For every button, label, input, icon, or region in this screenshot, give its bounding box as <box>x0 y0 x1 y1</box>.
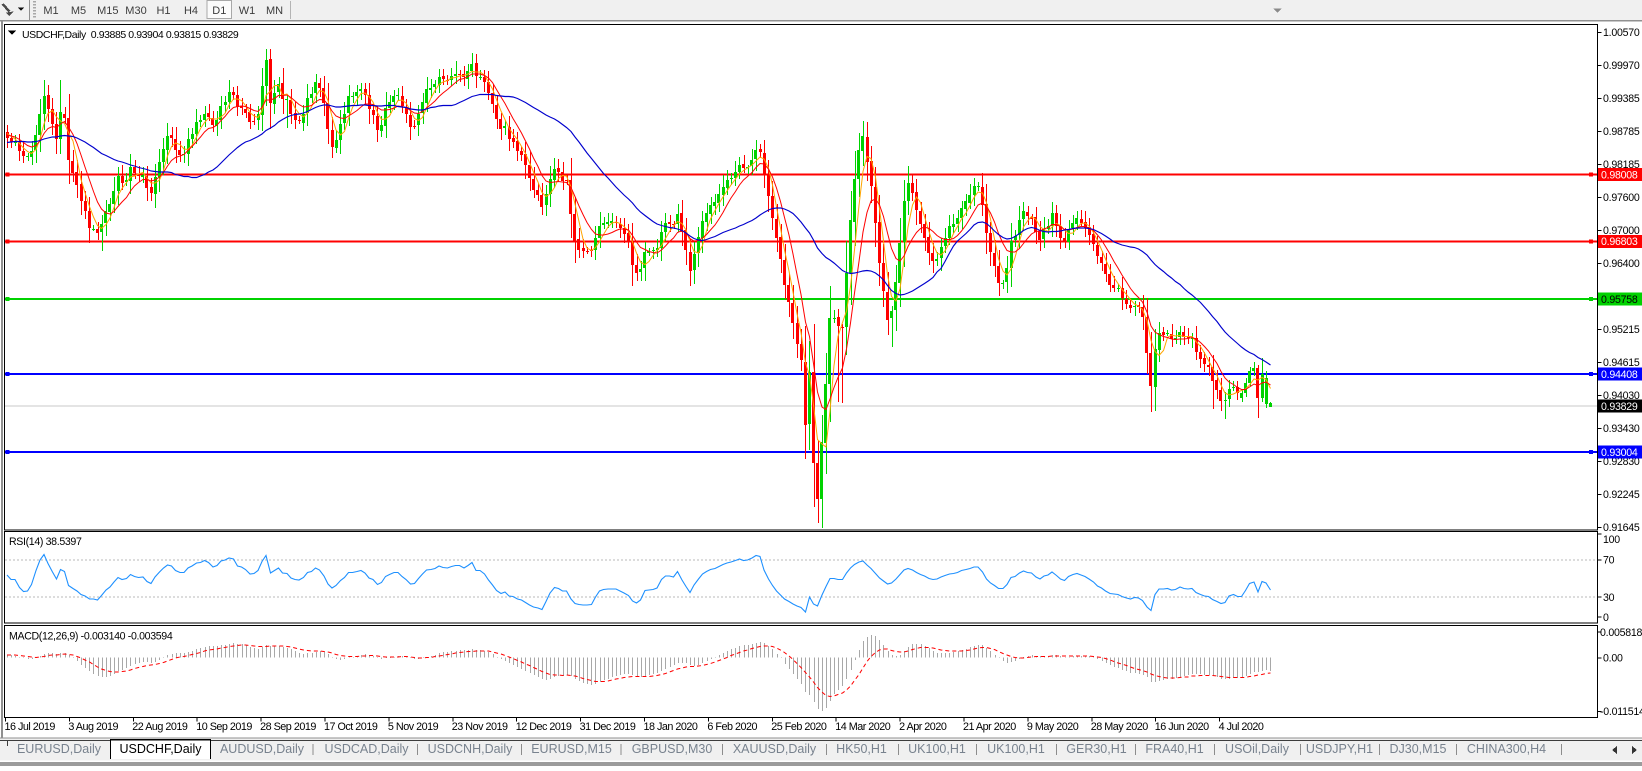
svg-text:0: 0 <box>1603 612 1609 624</box>
svg-text:USDCHF,Daily: USDCHF,Daily <box>120 742 203 756</box>
svg-text:0.98785: 0.98785 <box>1603 126 1640 138</box>
svg-text:0.92245: 0.92245 <box>1603 489 1640 501</box>
svg-text:16 Jul 2019: 16 Jul 2019 <box>5 721 56 733</box>
svg-text:12 Dec 2019: 12 Dec 2019 <box>516 721 572 733</box>
svg-text:0.95215: 0.95215 <box>1603 324 1640 336</box>
svg-text:28 Sep 2019: 28 Sep 2019 <box>260 721 316 733</box>
svg-text:M5: M5 <box>71 5 86 17</box>
svg-text:18 Jan 2020: 18 Jan 2020 <box>644 721 698 733</box>
svg-text:30: 30 <box>1603 592 1615 604</box>
svg-text:70: 70 <box>1603 555 1615 567</box>
svg-text:9 May 2020: 9 May 2020 <box>1027 721 1079 733</box>
svg-text:0.93829: 0.93829 <box>1601 401 1638 413</box>
svg-text:0.94408: 0.94408 <box>1601 369 1638 381</box>
svg-text:17 Oct 2019: 17 Oct 2019 <box>324 721 378 733</box>
svg-text:100: 100 <box>1603 534 1620 546</box>
svg-text:M15: M15 <box>97 5 118 17</box>
svg-text:D1: D1 <box>212 5 226 17</box>
svg-text:25 Feb 2020: 25 Feb 2020 <box>771 721 827 733</box>
svg-text:31 Dec 2019: 31 Dec 2019 <box>580 721 636 733</box>
svg-text:28 May 2020: 28 May 2020 <box>1091 721 1148 733</box>
svg-text:0.94615: 0.94615 <box>1603 357 1640 369</box>
svg-text:M30: M30 <box>125 5 146 17</box>
svg-text:EURUSD,Daily: EURUSD,Daily <box>17 742 102 756</box>
svg-text:21 Apr 2020: 21 Apr 2020 <box>963 721 1016 733</box>
svg-text:0.96803: 0.96803 <box>1601 236 1638 248</box>
svg-text:6 Feb 2020: 6 Feb 2020 <box>707 721 757 733</box>
svg-text:M1: M1 <box>43 5 58 17</box>
svg-text:W1: W1 <box>239 5 256 17</box>
svg-text:22 Aug 2019: 22 Aug 2019 <box>132 721 188 733</box>
svg-text:CHINA300,H4: CHINA300,H4 <box>1467 742 1546 756</box>
svg-text:0.91645: 0.91645 <box>1603 522 1640 534</box>
svg-text:4 Jul 2020: 4 Jul 2020 <box>1219 721 1264 733</box>
svg-text:0.96400: 0.96400 <box>1603 258 1640 270</box>
svg-text:0.93430: 0.93430 <box>1603 423 1640 435</box>
svg-text:0.95758: 0.95758 <box>1601 294 1638 306</box>
svg-text:UK100,H1: UK100,H1 <box>987 742 1045 756</box>
svg-text:USDCHF,Daily 0.93885 0.93904: USDCHF,Daily 0.93885 0.93904 0.93815 0.9… <box>22 29 239 41</box>
svg-text:23 Nov 2019: 23 Nov 2019 <box>452 721 508 733</box>
svg-text:H1: H1 <box>156 5 170 17</box>
svg-text:MACD(12,26,9) -0.003140 -0.003: MACD(12,26,9) -0.003140 -0.003594 <box>9 631 173 643</box>
svg-text:0.99970: 0.99970 <box>1603 60 1640 72</box>
svg-text:DJ30,M15: DJ30,M15 <box>1390 742 1447 756</box>
svg-text:USDJPY,H1: USDJPY,H1 <box>1306 742 1373 756</box>
svg-text:1.00570: 1.00570 <box>1603 27 1640 39</box>
svg-text:RSI(14) 38.5397: RSI(14) 38.5397 <box>9 536 82 548</box>
svg-text:14 Mar 2020: 14 Mar 2020 <box>835 721 891 733</box>
svg-text:0.92830: 0.92830 <box>1603 456 1640 468</box>
svg-text:2 Apr 2020: 2 Apr 2020 <box>899 721 947 733</box>
svg-text:0.98008: 0.98008 <box>1601 169 1638 181</box>
svg-text:0.99385: 0.99385 <box>1603 93 1640 105</box>
svg-text:0.93004: 0.93004 <box>1601 447 1638 459</box>
svg-text:GER30,H1: GER30,H1 <box>1066 742 1126 756</box>
svg-text:0.00: 0.00 <box>1603 653 1623 665</box>
svg-text:0.005818: 0.005818 <box>1600 627 1642 639</box>
svg-text:HK50,H1: HK50,H1 <box>836 742 887 756</box>
svg-text:10 Sep 2019: 10 Sep 2019 <box>196 721 252 733</box>
svg-text:USDCAD,Daily: USDCAD,Daily <box>324 742 409 756</box>
svg-text:0.97600: 0.97600 <box>1603 192 1640 204</box>
svg-text:0.94030: 0.94030 <box>1603 390 1640 402</box>
svg-text:H4: H4 <box>184 5 198 17</box>
svg-text:3 Aug 2019: 3 Aug 2019 <box>68 721 118 733</box>
svg-text:AUDUSD,Daily: AUDUSD,Daily <box>220 742 305 756</box>
svg-text:USOil,Daily: USOil,Daily <box>1225 742 1290 756</box>
svg-text:UK100,H1: UK100,H1 <box>908 742 966 756</box>
svg-text:USDCNH,Daily: USDCNH,Daily <box>428 742 513 756</box>
svg-text:GBPUSD,M30: GBPUSD,M30 <box>632 742 713 756</box>
svg-text:0.97000: 0.97000 <box>1603 225 1640 237</box>
svg-text:5 Nov 2019: 5 Nov 2019 <box>388 721 439 733</box>
svg-text:MN: MN <box>266 5 283 17</box>
svg-text:FRA40,H1: FRA40,H1 <box>1145 742 1203 756</box>
svg-text:16 Jun 2020: 16 Jun 2020 <box>1155 721 1209 733</box>
svg-text:EURUSD,M15: EURUSD,M15 <box>531 742 612 756</box>
svg-text:-0.011514: -0.011514 <box>1600 706 1642 718</box>
svg-text:XAUUSD,Daily: XAUUSD,Daily <box>733 742 817 756</box>
